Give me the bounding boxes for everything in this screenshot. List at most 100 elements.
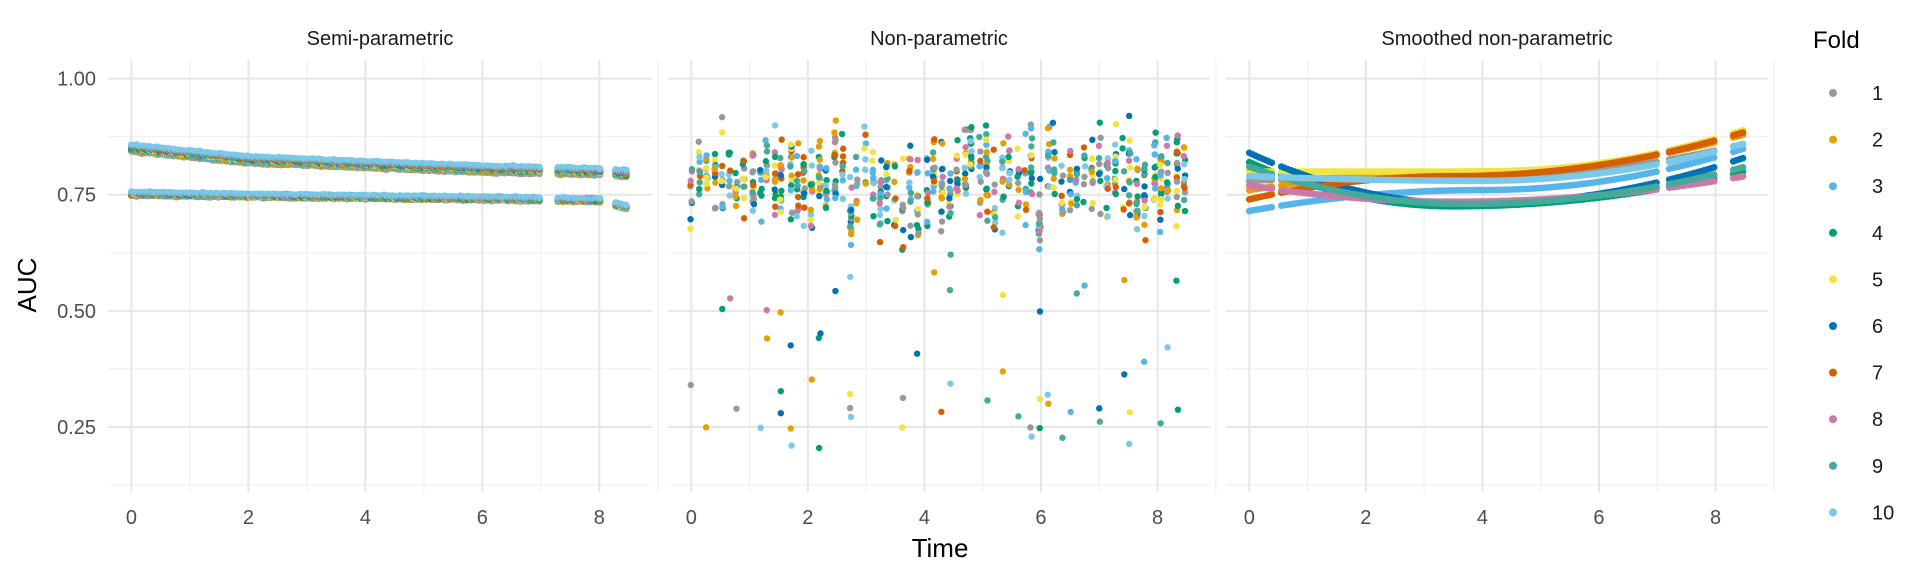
data-point: [816, 163, 824, 171]
data-point: [923, 218, 931, 226]
data-point: [787, 216, 795, 223]
data-point: [776, 196, 784, 203]
data-point: [1164, 195, 1171, 202]
data-point: [1163, 134, 1170, 142]
data-point: [816, 156, 824, 163]
data-point: [1134, 165, 1141, 172]
data-point: [1174, 165, 1181, 172]
data-point: [1022, 206, 1030, 213]
data-point: [907, 222, 914, 229]
data-point: [1125, 200, 1133, 207]
data-point: [1157, 172, 1164, 179]
data-point: [800, 177, 807, 184]
data-point: [1140, 358, 1148, 365]
data-point: [990, 224, 997, 231]
data-point: [1005, 133, 1012, 140]
data-point: [688, 166, 696, 173]
data-point: [983, 191, 990, 199]
x-tick-label: 4: [360, 507, 371, 529]
data-point: [1126, 409, 1134, 416]
data-point: [883, 183, 890, 191]
data-point: [983, 149, 991, 156]
data-point: [1126, 211, 1134, 219]
data-point: [939, 140, 946, 147]
data-point: [839, 177, 847, 184]
data-point: [1058, 199, 1066, 207]
data-point: [758, 218, 765, 225]
data-point: [1180, 161, 1188, 168]
data-point: [687, 177, 694, 185]
data-point: [930, 178, 938, 185]
data-point: [622, 166, 630, 174]
data-point: [878, 157, 885, 164]
data-point: [740, 194, 748, 202]
y-axis-label: AUC: [12, 258, 42, 313]
data-point: [1157, 216, 1164, 223]
data-point: [913, 221, 921, 229]
data-point: [1097, 134, 1104, 142]
data-point: [1173, 187, 1181, 195]
data-point: [1022, 130, 1029, 138]
data-point: [1036, 246, 1043, 253]
data-point: [1015, 199, 1023, 206]
data-point: [1080, 144, 1088, 151]
data-point: [832, 137, 839, 144]
data-point: [983, 136, 990, 143]
data-point: [999, 229, 1006, 236]
data-point: [1121, 276, 1128, 284]
data-point: [1081, 163, 1089, 170]
data-point: [1163, 179, 1171, 186]
data-point: [777, 154, 784, 162]
data-point: [976, 212, 983, 219]
data-point: [923, 156, 931, 163]
data-point: [1133, 156, 1140, 163]
data-point: [1051, 190, 1058, 198]
data-point: [1044, 391, 1051, 398]
data-point: [726, 295, 734, 302]
x-tick-label: 8: [594, 507, 605, 529]
data-point: [815, 444, 823, 452]
data-point: [771, 122, 779, 129]
data-point: [1051, 169, 1058, 177]
data-point: [883, 163, 890, 171]
data-point: [961, 164, 968, 172]
data-point: [726, 192, 733, 199]
data-point: [800, 154, 807, 161]
data-point: [914, 193, 921, 200]
data-point: [983, 131, 990, 138]
data-point: [854, 176, 861, 183]
data-point: [839, 153, 847, 160]
data-point: [1125, 157, 1133, 164]
data-point: [816, 192, 823, 200]
data-point: [1157, 196, 1165, 203]
data-point: [1180, 183, 1188, 190]
data-point: [763, 335, 771, 342]
data-point: [1088, 205, 1095, 213]
data-point: [1027, 424, 1034, 431]
data-point: [822, 182, 829, 189]
data-point: [907, 142, 914, 149]
data-point: [869, 166, 877, 173]
data-point: [914, 156, 921, 164]
data-point: [1045, 400, 1052, 407]
data-point: [983, 185, 990, 192]
data-point: [899, 226, 907, 234]
data-point: [1096, 119, 1104, 126]
data-point: [1005, 169, 1013, 177]
data-point: [1126, 137, 1133, 144]
panel-title: Smoothed non-parametric: [1381, 28, 1612, 50]
data-point: [801, 204, 808, 211]
data-point: [702, 424, 710, 431]
data-point: [726, 149, 734, 157]
legend-title: Fold: [1813, 27, 1860, 54]
data-point: [1089, 136, 1096, 144]
data-point: [1141, 183, 1148, 190]
data-point: [946, 286, 954, 294]
data-point: [946, 194, 953, 202]
data-point: [1028, 135, 1036, 142]
data-point: [712, 179, 719, 186]
data-point: [931, 164, 938, 171]
x-axis-label: Time: [912, 533, 969, 563]
data-point: [777, 172, 784, 179]
